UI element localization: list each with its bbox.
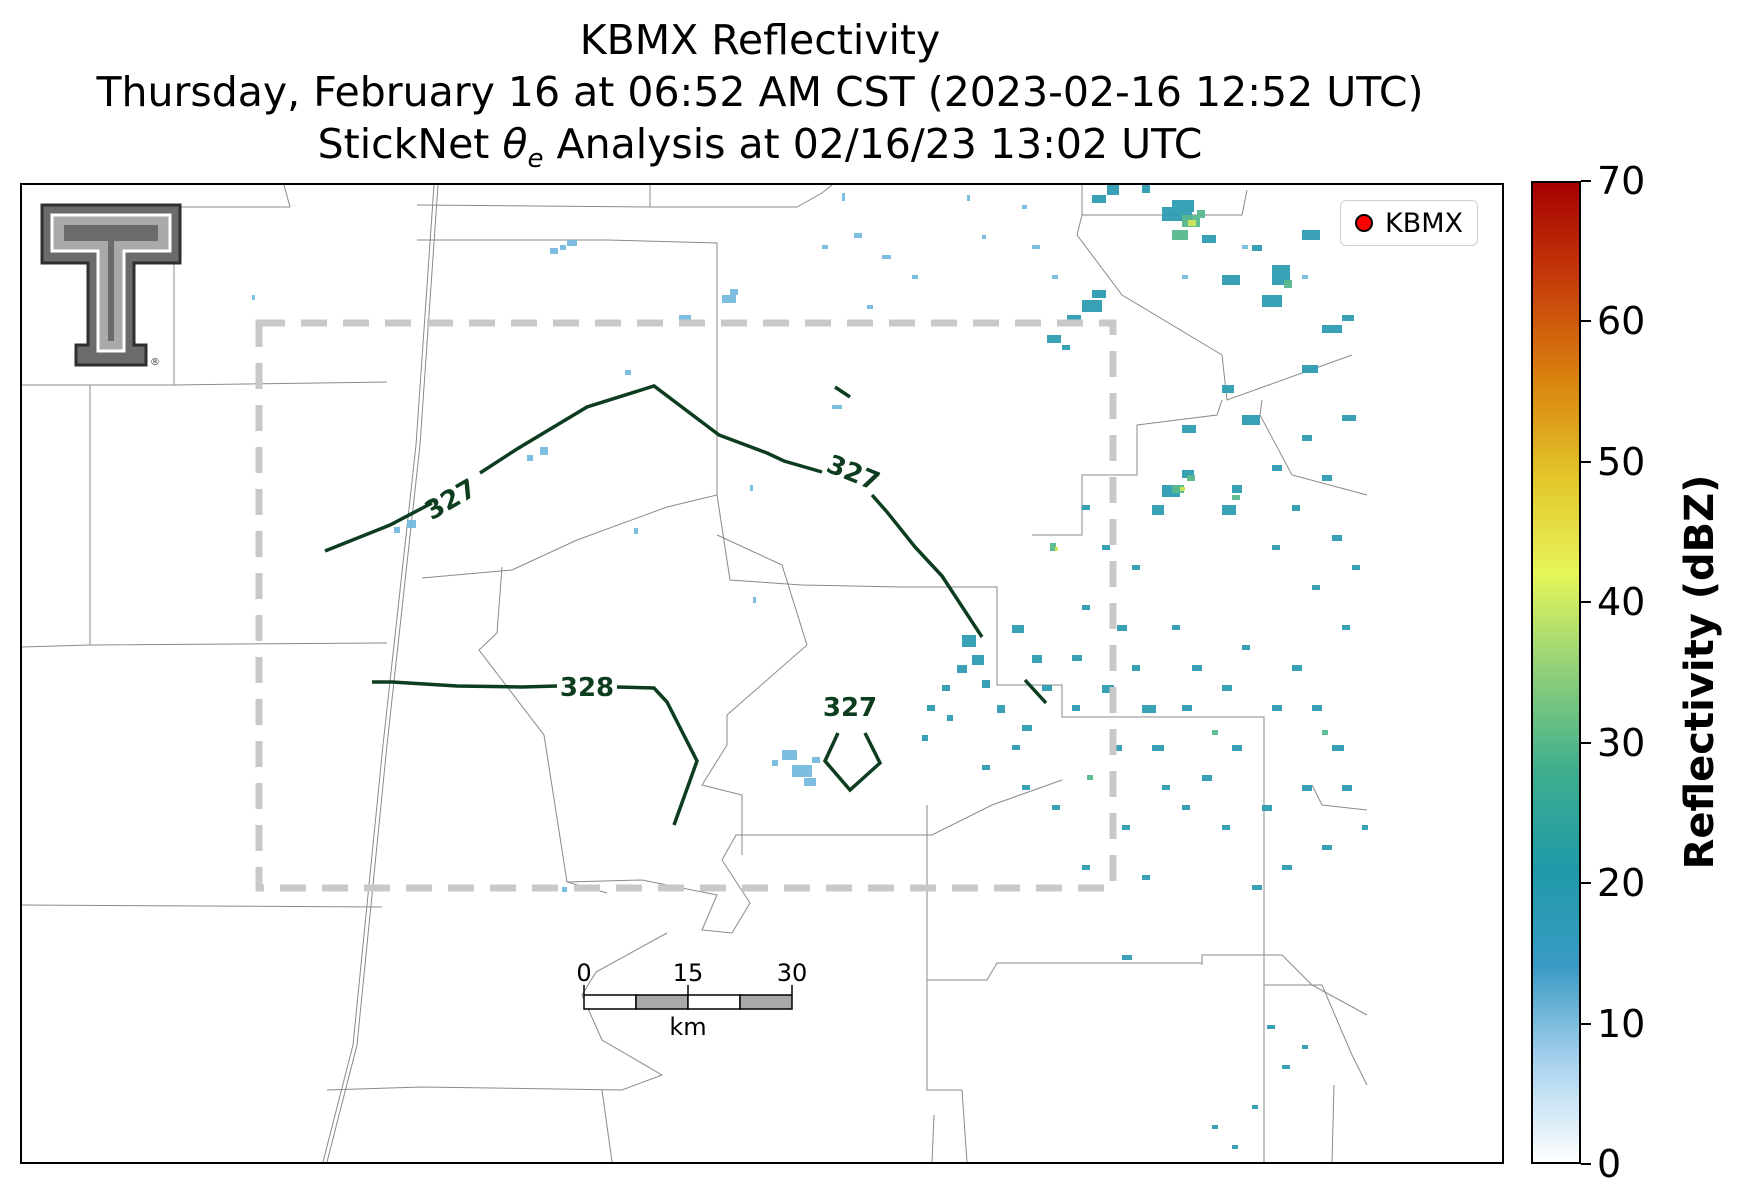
contour-328-east <box>616 685 699 826</box>
contour-label-327-b: 327 <box>822 450 884 498</box>
colorbar-label-60: 60 <box>1597 299 1646 344</box>
title-line-2: Thursday, February 16 at 06:52 AM CST (2… <box>96 68 1424 116</box>
radar-marker-icon <box>1355 214 1373 232</box>
radar-map[interactable]: 327 327 328 327 ® 0 15 30 km <box>20 183 1504 1164</box>
contour-327-closed-south <box>822 732 883 793</box>
colorbar-tick-10 <box>1581 1022 1591 1025</box>
colorbar-tick-20 <box>1581 882 1591 885</box>
texas-tech-logo: ® <box>40 203 182 368</box>
colorbar-tick-60 <box>1581 320 1591 323</box>
colorbar-label-40: 40 <box>1597 580 1646 625</box>
contour-327-north-east <box>870 493 984 638</box>
colorbar-title: Reflectivity (dBZ) <box>1677 474 1723 870</box>
county-boundaries <box>22 185 1368 1162</box>
legend-label: KBMX <box>1385 207 1464 239</box>
contour-327-east-tail <box>1023 678 1048 705</box>
colorbar-label-30: 30 <box>1597 720 1646 765</box>
colorbar-tick-40 <box>1581 601 1591 604</box>
scale-unit: km <box>669 1013 706 1041</box>
colorbar-tick-0 <box>1581 1163 1591 1165</box>
legend: KBMX <box>1340 200 1479 246</box>
map-canvas: 327 327 328 327 ® 0 15 30 km <box>22 185 1368 1162</box>
contour-label-327-a: 327 <box>420 474 482 527</box>
title-line-3-prefix: StickNet <box>317 120 503 168</box>
logo-registered-mark: ® <box>150 357 160 368</box>
colorbar-tick-50 <box>1581 460 1591 463</box>
title-line-1: KBMX Reflectivity <box>579 16 941 64</box>
scale-tick-15: 15 <box>673 959 704 987</box>
reflectivity-echoes <box>252 185 1368 1149</box>
colorbar-tick-70 <box>1581 180 1591 182</box>
colorbar-label-10: 10 <box>1597 1001 1646 1046</box>
theta-subscript: e <box>527 144 544 175</box>
theta-e-contours <box>324 384 1048 826</box>
contour-label-327-c: 327 <box>823 693 877 723</box>
title-line-3: StickNet θe Analysis at 02/16/23 13:02 U… <box>0 118 1520 185</box>
scale-tick-30: 30 <box>777 959 808 987</box>
colorbar-label-70: 70 <box>1597 159 1646 203</box>
title-block: KBMX Reflectivity Thursday, February 16 … <box>0 14 1520 185</box>
colorbar-label-20: 20 <box>1597 861 1646 906</box>
contour-label-328: 328 <box>560 673 614 703</box>
title-line-3-suffix: Analysis at 02/16/23 13:02 UTC <box>543 120 1203 168</box>
scale-tick-0: 0 <box>576 959 591 987</box>
colorbar-label-0: 0 <box>1597 1142 1622 1186</box>
analysis-box <box>255 319 1117 892</box>
contour-327-north-top <box>479 384 823 475</box>
colorbar <box>1531 181 1581 1164</box>
contour-327-ne-fragment <box>834 385 851 399</box>
theta-symbol: θ <box>502 120 528 168</box>
colorbar-label-50: 50 <box>1597 439 1646 484</box>
contour-327-north-west <box>324 501 433 553</box>
scale-bar: 0 15 30 km <box>576 959 807 1041</box>
colorbar-tick-30 <box>1581 741 1591 744</box>
contour-labels: 327 327 328 327 <box>420 450 884 723</box>
contour-328-west <box>372 680 558 689</box>
